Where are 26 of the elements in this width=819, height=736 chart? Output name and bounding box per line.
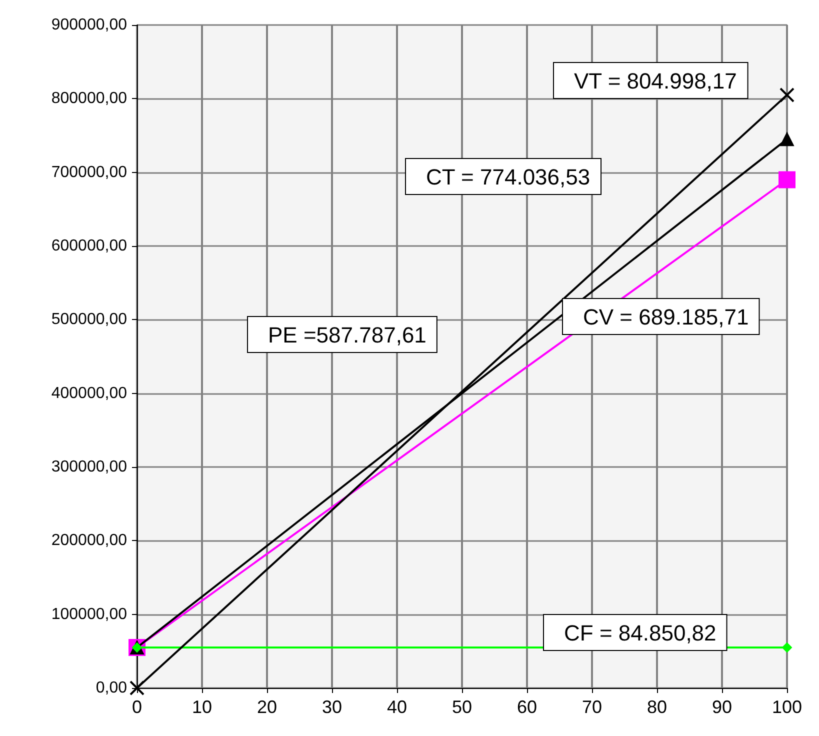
annotation: CV = 689.185,71 bbox=[583, 304, 749, 330]
x-tick-label: 90 bbox=[712, 697, 732, 717]
annotation: CF = 84.850,82 bbox=[564, 620, 716, 646]
x-tick-label: 80 bbox=[646, 697, 668, 717]
x-tick-label: 50 bbox=[452, 697, 472, 717]
annotation: VT = 804.998,17 bbox=[574, 68, 737, 94]
y-tick-label: 300000,00 bbox=[51, 458, 128, 476]
y-tick-label: 700000,00 bbox=[51, 164, 128, 181]
x-tick-label: 10 bbox=[192, 697, 212, 717]
y-tick-label: 0,00 bbox=[96, 680, 128, 696]
x-tick-label: 60 bbox=[516, 697, 538, 717]
x-tick-label: 20 bbox=[256, 697, 278, 717]
y-tick-label: 600000,00 bbox=[51, 238, 128, 254]
x-tick-label: 0 bbox=[132, 697, 142, 717]
y-tick-label: 200000,00 bbox=[51, 532, 128, 550]
x-tick-label: 70 bbox=[582, 697, 602, 717]
x-tick-label: 100 bbox=[772, 697, 802, 717]
y-tick-label: 400000,00 bbox=[51, 384, 128, 402]
annotation: CT = 774.036,53 bbox=[426, 164, 590, 190]
x-tick-label: 30 bbox=[322, 697, 342, 717]
annotation: PE =587.787,61 bbox=[268, 322, 426, 348]
y-tick-label: 500000,00 bbox=[51, 311, 128, 328]
x-tick-label: 40 bbox=[386, 697, 408, 717]
y-tick-label: 100000,00 bbox=[51, 606, 128, 623]
y-tick-label: 900000,00 bbox=[51, 16, 128, 34]
y-tick-label: 800000,00 bbox=[51, 90, 128, 108]
